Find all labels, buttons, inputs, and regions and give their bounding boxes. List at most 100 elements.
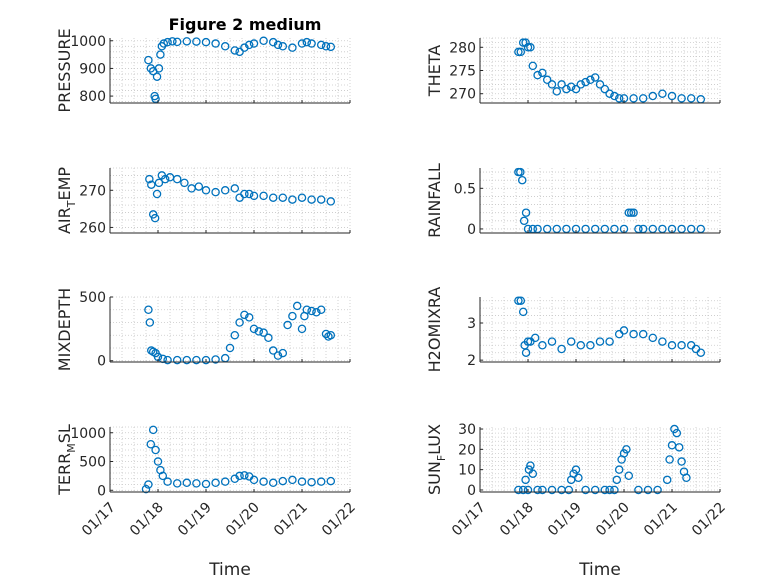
data-point	[153, 457, 163, 466]
data-point	[682, 473, 691, 483]
data-point	[259, 36, 268, 46]
data-point	[249, 39, 259, 48]
x-tick-label: 01/22	[319, 500, 359, 540]
subplot-h2omixra: 2 3 H2OMIXRA	[425, 287, 721, 373]
data-point	[576, 341, 586, 350]
data-point	[278, 476, 288, 486]
data-point	[273, 351, 283, 360]
data-point	[283, 320, 292, 330]
y-tick-label: 1000	[70, 426, 106, 442]
y-tick-label: 270	[79, 183, 106, 199]
data-point	[326, 330, 336, 340]
data-point	[614, 329, 624, 339]
y-tick-label: 1000	[70, 34, 106, 50]
data-point	[297, 324, 307, 334]
data-point	[648, 224, 658, 234]
data-point	[268, 37, 278, 47]
y-tick-label: 2	[467, 353, 476, 369]
series-pressure	[144, 36, 336, 104]
y-axis-label-theta: THETA	[425, 45, 444, 97]
data-point	[307, 477, 316, 487]
data-point	[220, 186, 230, 195]
y-tick-label: 0	[97, 354, 106, 370]
y-axis-label-pressure: PRESSURE	[55, 28, 74, 112]
data-point	[514, 47, 523, 57]
subplot-terr_msl: 0 500 1000 01/17 01/18 01/19 01/20 01/21 01/22 TE…	[55, 424, 359, 580]
data-point	[192, 355, 201, 365]
y-axis-label-rainfall: RAINFALL	[425, 163, 444, 238]
data-point	[643, 485, 653, 495]
x-tick-label: 01/21	[641, 500, 681, 540]
data-point	[145, 174, 154, 184]
x-tick-label: 01/18	[497, 500, 537, 540]
data-point	[220, 42, 230, 51]
y-tick-label: 275	[449, 64, 476, 80]
data-point	[156, 50, 165, 59]
data-point	[148, 425, 158, 435]
data-point	[235, 471, 244, 481]
x-tick-label: 01/19	[175, 500, 215, 540]
data-point	[268, 346, 278, 355]
data-point	[564, 485, 574, 495]
data-point	[159, 39, 169, 48]
series-air_temp	[145, 171, 336, 223]
data-point	[538, 485, 547, 495]
data-point	[518, 485, 528, 495]
data-point	[518, 38, 528, 47]
data-point	[622, 445, 631, 454]
data-point	[220, 353, 230, 363]
data-point	[211, 39, 220, 48]
data-point	[518, 307, 528, 317]
data-point	[521, 475, 530, 485]
x-tick-label: 01/21	[271, 500, 311, 540]
data-point	[288, 195, 297, 204]
data-point	[528, 469, 538, 478]
data-point	[533, 70, 542, 80]
y-tick-label: 20	[458, 442, 476, 458]
data-point	[141, 484, 151, 494]
x-tick-label: 01/19	[545, 500, 585, 540]
data-point	[516, 296, 526, 305]
data-point	[528, 61, 538, 71]
data-point	[667, 91, 677, 101]
y-tick-label: 800	[79, 89, 106, 105]
data-point	[146, 440, 156, 449]
data-point	[595, 337, 605, 346]
data-point	[629, 94, 638, 103]
data-point	[152, 72, 162, 81]
data-point	[220, 477, 230, 486]
data-point	[146, 64, 156, 73]
data-point	[521, 38, 530, 47]
data-point	[538, 341, 547, 350]
data-point	[168, 37, 177, 46]
data-point	[235, 318, 244, 327]
data-point	[523, 43, 533, 52]
data-point	[288, 475, 297, 485]
data-point	[566, 82, 576, 92]
y-axis-label-air_temp: AIRTEMP	[55, 167, 78, 234]
data-point	[658, 89, 667, 98]
data-point	[180, 178, 189, 188]
data-point	[648, 91, 658, 101]
data-point	[581, 485, 590, 495]
data-point	[230, 330, 240, 340]
data-point	[619, 326, 629, 335]
y-tick-label: 280	[449, 40, 476, 56]
data-point	[665, 455, 674, 464]
x-tick-label: 01/20	[593, 500, 633, 540]
data-point	[268, 478, 278, 488]
data-point	[225, 343, 235, 353]
subplot-sun_flux: 0 10 20 30 01/17 01/18 01/19 01/20 01/21 01/22 SUN…	[425, 422, 729, 580]
data-point	[523, 337, 533, 346]
y-axis-label-h2omixra: H2OMIXRA	[425, 287, 444, 373]
data-point	[610, 485, 619, 495]
data-point	[288, 43, 297, 52]
data-point	[158, 471, 168, 481]
data-point	[244, 313, 254, 322]
data-point	[605, 89, 614, 98]
data-point	[244, 189, 254, 199]
data-point	[626, 208, 636, 217]
data-point	[259, 477, 268, 486]
data-point	[147, 180, 156, 189]
data-point	[230, 184, 240, 193]
